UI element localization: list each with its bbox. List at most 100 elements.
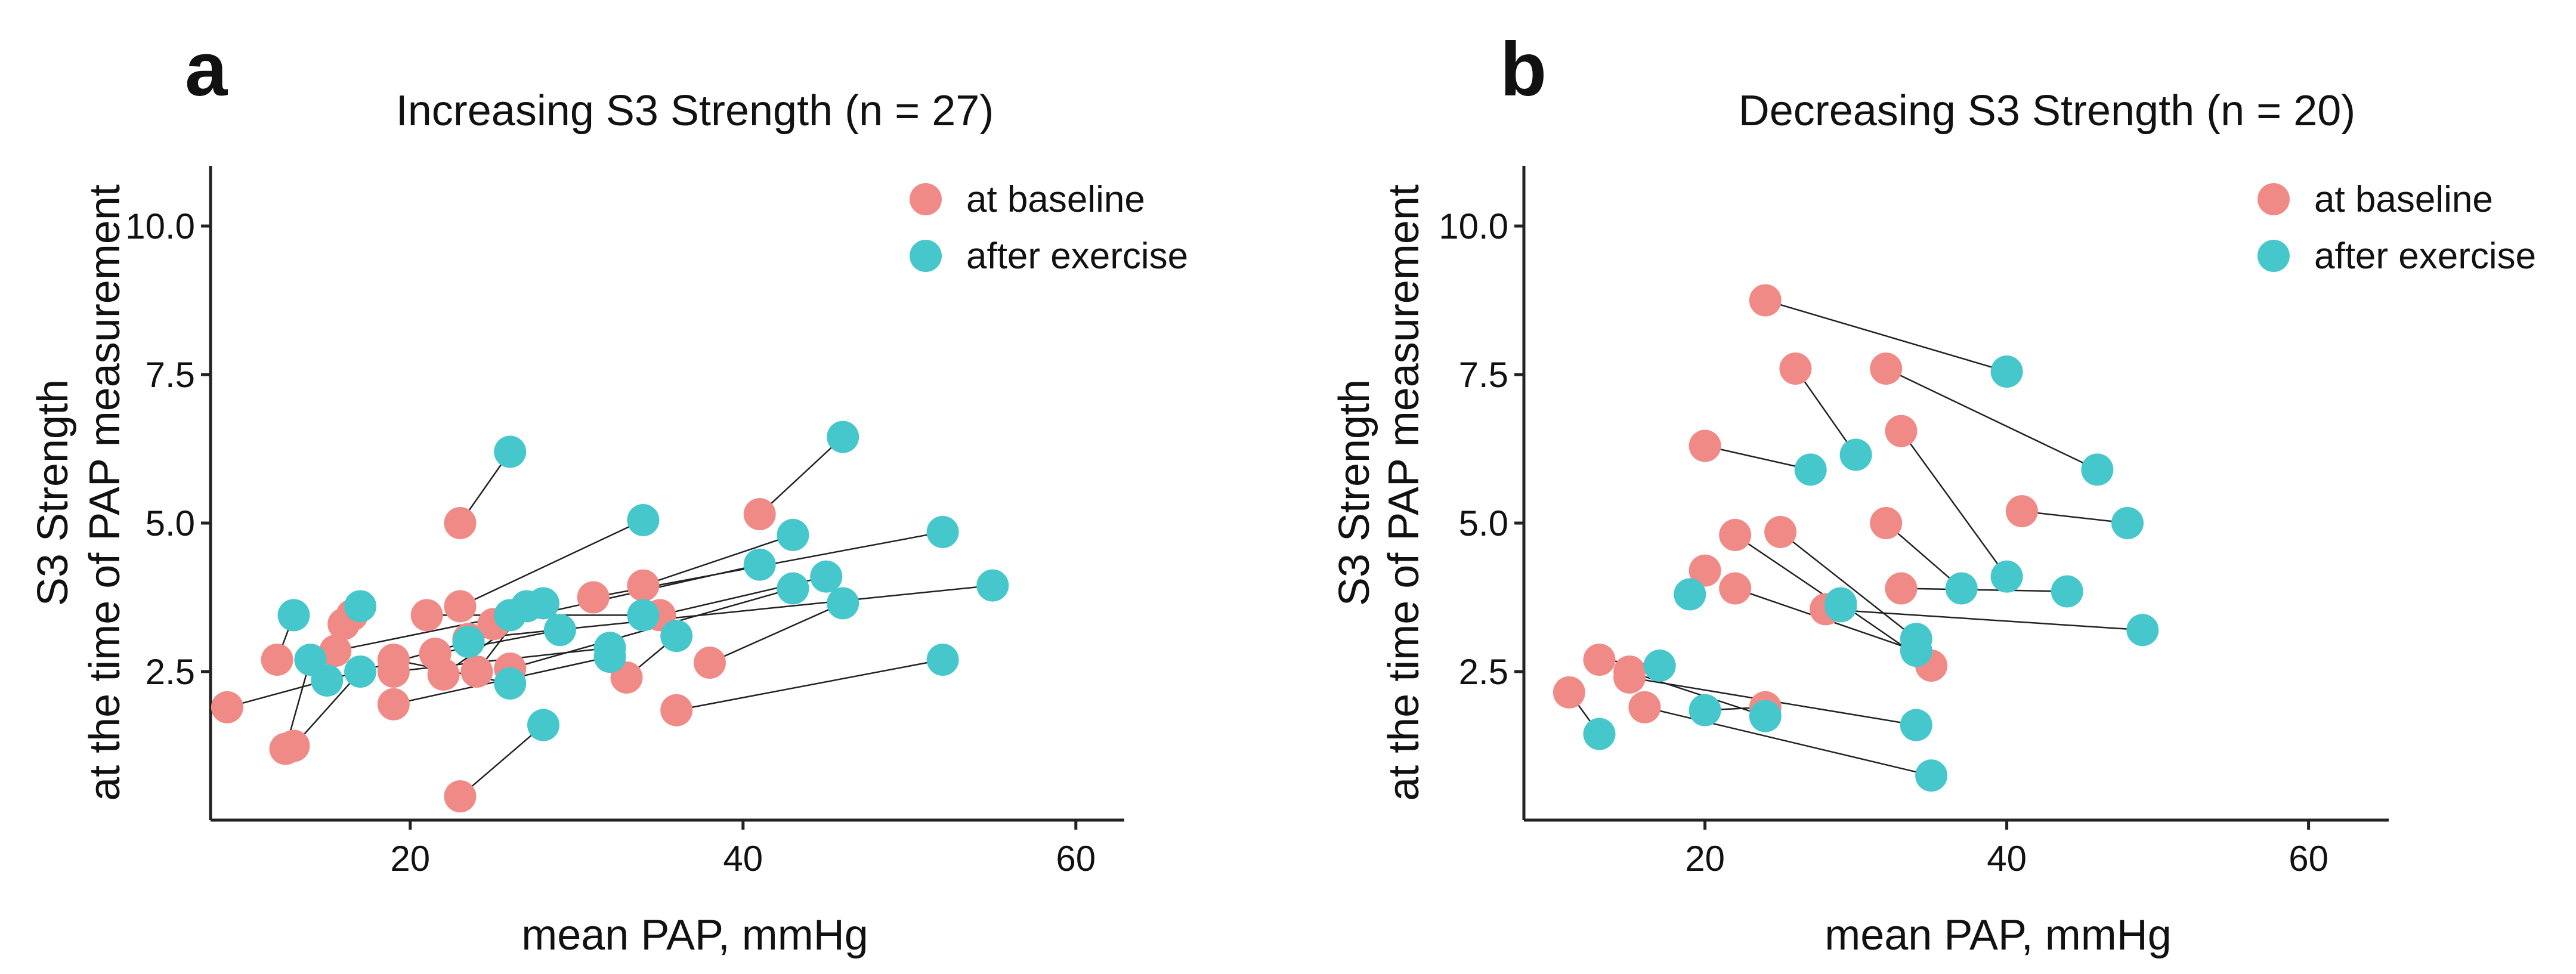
panel-a-baseline-point-16 [444,780,477,813]
panel-b-y-tick-label: 10.0 [1439,206,1508,246]
panel-a-y-axis-title-line1: S3 Strength [29,379,77,606]
panel-b-pair-line-7 [1885,522,1962,589]
panel-a-baseline-point-1 [211,691,243,723]
panel-a-baseline-point-24 [660,694,693,726]
panel-b-baseline-point-12 [1885,572,1918,605]
panel-b-exercise-point-13 [2126,614,2159,647]
panel-b-legend-baseline-marker [2258,183,2290,215]
panel-a-exercise-point-11 [627,599,660,632]
panel-b-baseline-point-6 [2005,495,2038,528]
panel-a-legend-baseline-marker [910,183,942,215]
panel-a-exercise-point-14 [627,504,660,537]
panel-b-x-tick-label: 20 [1685,839,1725,879]
panel-b-pair-line-3 [1885,367,2098,471]
panel-a-baseline-point-15 [444,507,477,539]
panel-a-legend-exercise-marker [910,240,942,272]
panel-a-exercise-point-22 [777,518,809,551]
panel-b-pair-line-1 [1765,299,2007,373]
panel-a-baseline-point-10 [377,688,410,721]
panel-b-baseline-point-18 [1553,676,1585,709]
panel-a-exercise-point-4 [344,655,377,688]
panel-b-pair-line-5 [1900,430,2008,577]
panel-b-exercise-point-11 [1900,635,1932,667]
panel-b-baseline-point-3 [1870,353,1903,385]
panel-b-exercise-point-2 [1839,438,1872,471]
panel-a-baseline-point-20 [577,581,610,614]
panel-b-pair-line-6 [2021,510,2128,524]
panel-b-exercise-point-16 [1749,700,1782,732]
panel-b-exercise-point-5 [1990,560,2023,593]
panel-b-pair-line-13 [1825,608,2143,631]
panel-a-baseline-point-4 [277,729,310,762]
panel-a-pair-line-22 [643,534,793,586]
panel-b-exercise-point-1 [1990,355,2023,388]
panel-a-exercise-point-8 [494,667,527,700]
panel-a-exercise-point-19 [777,572,809,605]
panel-a-ticks: 20 40 60 2.5 5.0 7.5 10.0 [125,206,1096,879]
panel-a-baseline-point-2 [261,644,293,676]
panel-a-exercise-point-25 [827,587,859,620]
panel-b-exercise-point-17 [1900,709,1932,741]
panel-b-exercise-point-14 [1824,587,1857,620]
panel-b-legend: at baseline after exercise [2258,179,2536,277]
panel-b-y-axis-title-line1: S3 Strength [1331,379,1378,606]
panel-b-x-tick-label: 40 [1987,839,2027,879]
panel-a-pair-line-14 [459,519,644,607]
panel-a-letter: a [185,27,228,112]
panel-a-title: Increasing S3 Strength (n = 27) [396,87,994,135]
panel-b-baseline-point-10 [1764,515,1797,548]
panel-b-exercise-point-19 [1915,759,1948,792]
panel-b-title: Decreasing S3 Strength (n = 20) [1739,87,2356,135]
panel-a-legend: at baseline after exercise [910,179,1188,277]
panel-b-baseline-point-4 [1689,429,1721,462]
panel-b-baseline-point-11 [1719,572,1752,605]
panel-b-baseline-point-8 [1689,554,1721,587]
panel-b-pair-line-19 [1644,706,1932,777]
panel-a-pair-line-4 [293,671,361,747]
panel-a-exercise-point-21 [660,620,693,653]
panel-a-x-tick-label: 60 [1056,839,1096,879]
panel-a-baseline-point-25 [694,647,726,679]
panel-a-exercise-point-27 [976,569,1009,602]
panel-a-baseline-point-14 [444,590,477,623]
panel-b-baseline-point-19 [1628,691,1661,723]
panel-a-exercise-point-18 [743,548,776,581]
panel-a-baseline-point-11 [410,599,443,632]
panel-b-pair-line-2 [1795,368,1857,456]
panel-b-x-axis-title: mean PAP, mmHg [1824,911,2172,959]
panel-b-pair-line-4 [1705,445,1811,471]
panel-b-baseline-point-7 [1870,507,1903,539]
panel-b-exercise-point-8 [1674,578,1706,611]
panel-a-baseline-point-17 [460,655,493,688]
panel-b-baseline-point-1 [1749,284,1782,317]
panel-a-y-tick-label: 5.0 [146,503,195,543]
panel-a-baseline-point-9 [377,655,410,688]
panel-a-pair-line-16 [459,724,544,797]
panel-b-legend-exercise-label: after exercise [2314,236,2536,277]
panel-a-baseline-point-13 [427,658,460,691]
panel-b-letter: b [1500,27,1547,112]
panel-a-exercise-point-10 [593,641,626,673]
panel-b-baseline-point-17 [1613,661,1646,694]
panel-b-baseline-point-9 [1719,518,1752,551]
panel-a-pairs [211,420,1009,813]
panel-b-ticks: 20 40 60 2.5 5.0 7.5 10.0 [1439,206,2328,879]
panel-a-baseline-point-26 [743,498,776,531]
panel-a-exercise-point-2 [277,599,310,632]
panel-a-pair-line-25 [709,602,843,664]
panel-a-exercise-point-15 [494,435,527,468]
panel-a-legend-baseline-label: at baseline [966,179,1145,220]
panel-a-y-tick-label: 2.5 [146,652,195,692]
panel-a-exercise-point-12 [543,614,576,647]
panel-b-exercise-point-15 [1643,650,1676,682]
panel-b-exercise-point-4 [1794,453,1827,486]
panel-a-x-tick-label: 20 [390,839,430,879]
panel-a-legend-exercise-label: after exercise [966,236,1188,277]
panel-b-legend-exercise-marker [2258,240,2290,272]
panel-a-exercise-point-17 [511,590,543,623]
panel-a: a Increasing S3 Strength (n = 27) 20 40 60… [29,27,1188,959]
panel-a-baseline-point-5 [319,635,352,667]
panel-a-exercise-point-20 [926,515,959,548]
panel-b-exercise-point-12 [2051,575,2083,608]
